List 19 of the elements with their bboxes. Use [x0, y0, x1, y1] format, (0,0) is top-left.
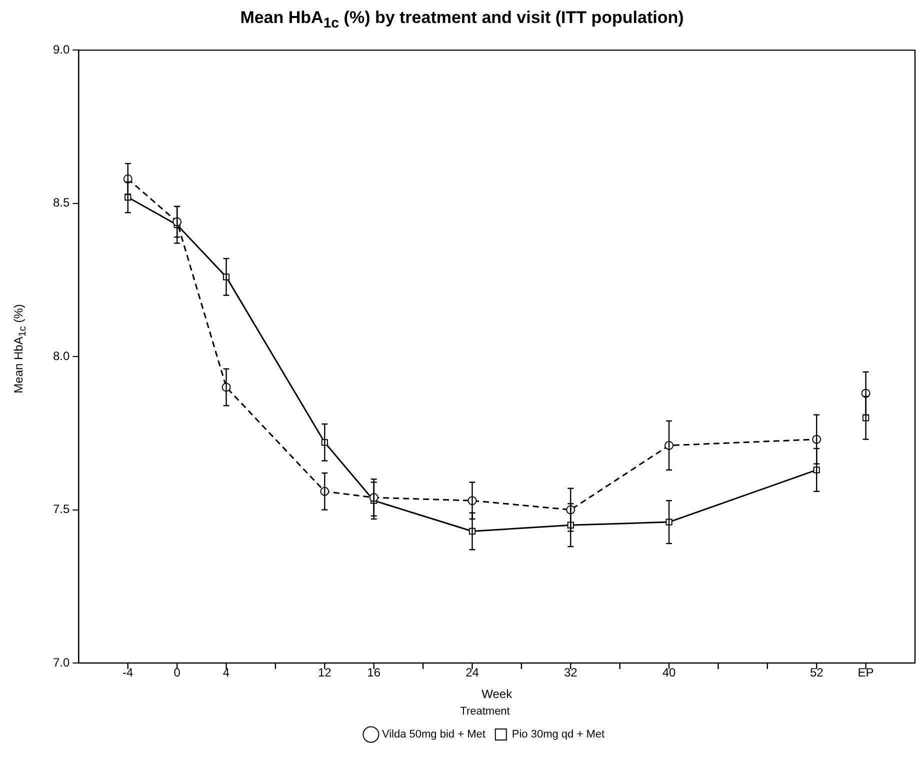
y-tick-label: 8.0: [52, 348, 70, 363]
x-tick-label: 12: [318, 666, 332, 680]
x-tick-label: 52: [810, 666, 824, 680]
x-tick-label: 16: [367, 666, 381, 680]
x-tick-label: 40: [662, 666, 676, 680]
y-tick-label: 7.5: [52, 502, 70, 516]
legend-label: Pio 30mg qd + Met: [512, 728, 605, 741]
y-tick-label: 7.0: [52, 655, 70, 670]
x-tick-label: 32: [564, 666, 578, 680]
chart-title: Mean HbA$_{1c}$ (%) by treatment and visit (ITT population): [239, 8, 685, 32]
y-tick-label: 9.0: [52, 42, 70, 57]
x-tick-label: EP: [858, 666, 874, 680]
x-tick-label: 24: [466, 666, 480, 680]
x-tick-label: -4: [122, 666, 134, 680]
legend-title: Treatment: [460, 705, 510, 718]
y-tick-label: 8.5: [52, 196, 70, 210]
legend-label: Vilda 50mg bid + Met: [382, 728, 486, 741]
x-axis-title: Week: [482, 686, 514, 701]
x-tick-label: 4: [222, 666, 230, 680]
